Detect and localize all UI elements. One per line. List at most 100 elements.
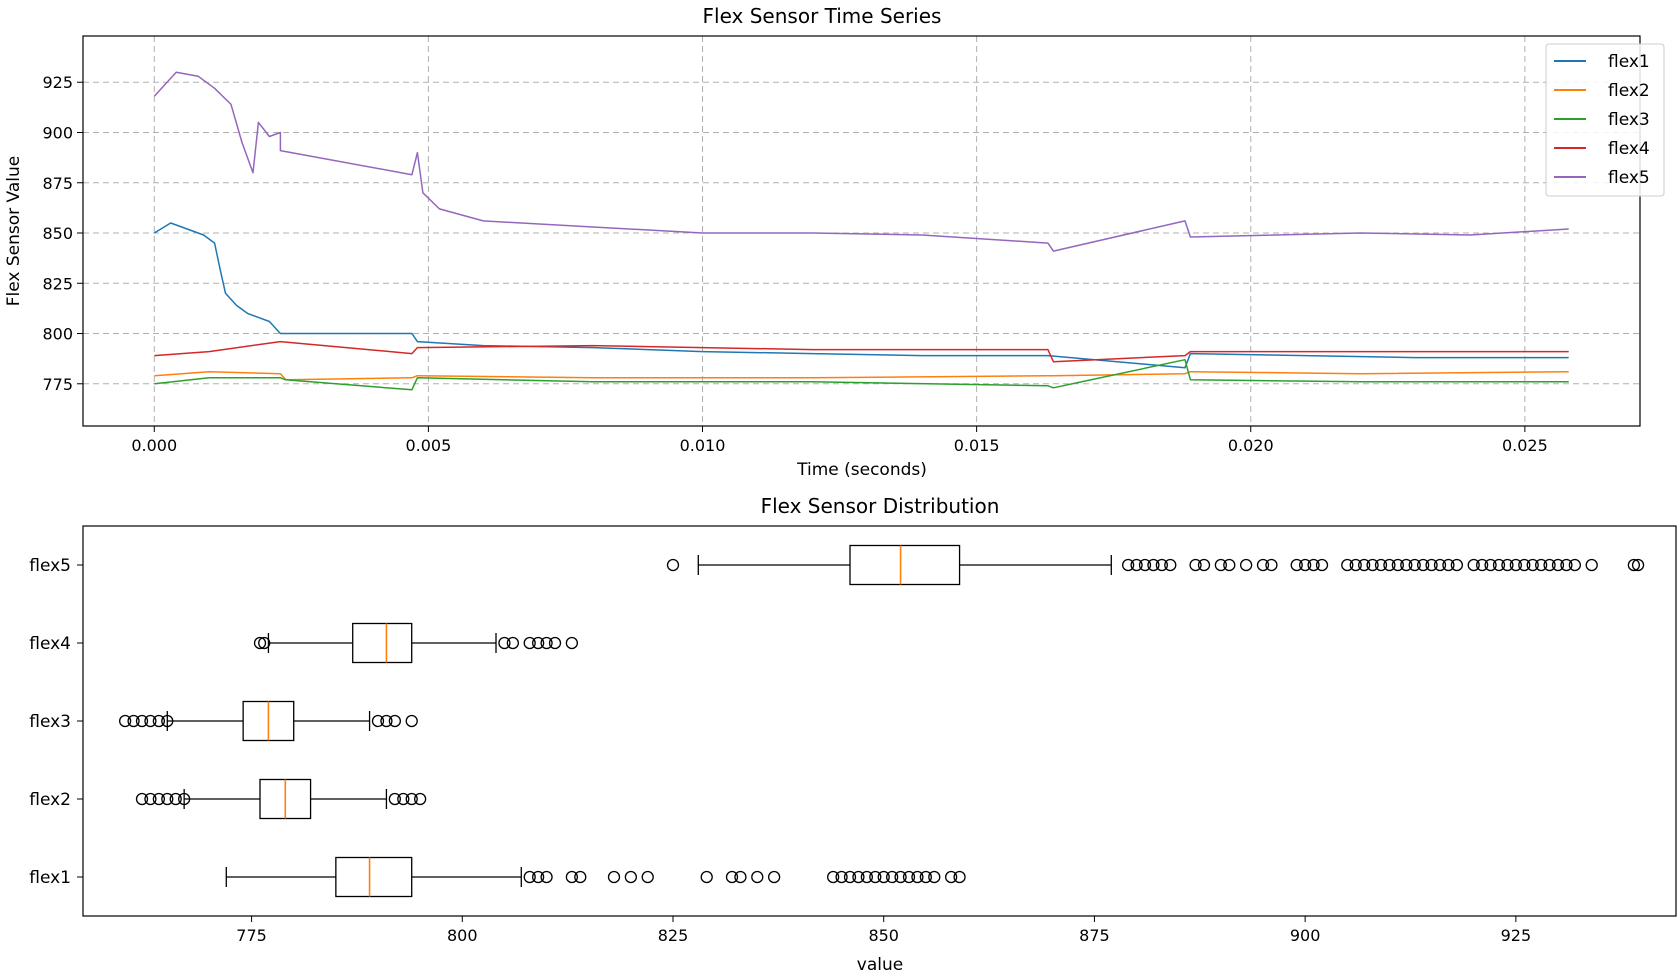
outlier-point <box>1509 558 1523 572</box>
outlier-point <box>1256 558 1270 572</box>
outlier-point <box>1366 558 1379 572</box>
outlier-point <box>902 870 916 884</box>
outlier-point <box>565 870 579 884</box>
chart-title: Flex Sensor Distribution <box>761 494 1000 518</box>
distribution-chart: Flex Sensor Distribution 775 800 825 850 875… <box>29 494 1677 975</box>
outlier-point <box>135 792 149 806</box>
outlier-point <box>1357 558 1371 572</box>
outlier-point <box>852 870 865 884</box>
outlier-point <box>1189 558 1202 572</box>
y-tick-label: 900 <box>42 123 73 142</box>
outlier-point <box>1239 558 1253 572</box>
legend-label-flex4: flex4 <box>1608 139 1650 159</box>
x-tick-label: 0.010 <box>680 436 726 455</box>
y-tick-label-flex2: flex2 <box>29 790 71 810</box>
series-line-flex4 <box>154 340 1569 363</box>
plot-lines <box>153 71 1569 391</box>
x-tick-label: 800 <box>447 926 478 945</box>
outlier-point <box>1631 558 1645 572</box>
plot-frame <box>82 35 1641 427</box>
x-tick-label: 775 <box>236 926 267 945</box>
outlier-point <box>877 870 890 884</box>
outlier-point <box>523 636 536 650</box>
y-tick-label: 775 <box>42 375 73 394</box>
y-tick-label-flex5: flex5 <box>29 556 71 576</box>
box-plots <box>118 544 1645 898</box>
outlier-point <box>144 714 157 728</box>
outlier-point <box>734 870 747 884</box>
outlier-point <box>565 636 579 650</box>
legend-label-flex2: flex2 <box>1608 81 1650 101</box>
outlier-point <box>1551 558 1565 572</box>
outlier-point <box>1214 558 1228 572</box>
outlier-point <box>177 792 191 806</box>
outlier-point <box>506 636 520 650</box>
outlier-point <box>1534 558 1548 572</box>
outlier-point <box>161 792 174 806</box>
outlier-point <box>835 870 848 884</box>
x-tick-label: 0.005 <box>405 436 451 455</box>
outlier-point <box>767 870 781 884</box>
outlier-point <box>1138 558 1152 572</box>
outlier-point <box>928 870 941 884</box>
y-tick-label-flex4: flex4 <box>29 634 71 654</box>
legend-box <box>1545 43 1665 197</box>
x-tick-label: 0.015 <box>954 436 1000 455</box>
outlier-point <box>1433 558 1447 572</box>
outlier-point <box>919 870 933 884</box>
series-line-flex3 <box>154 358 1569 391</box>
series-line-flex1 <box>153 222 1569 369</box>
outlier-point <box>1130 558 1143 572</box>
boxplot-flex2 <box>135 778 427 820</box>
outlier-point <box>1164 558 1177 572</box>
outlier-point <box>531 636 545 650</box>
x-tick-label: 0.025 <box>1502 436 1548 455</box>
outlier-point <box>523 870 536 884</box>
outlier-point <box>843 870 857 884</box>
boxplot-flex3 <box>118 700 418 742</box>
legend-label-flex1: flex1 <box>1608 52 1650 72</box>
x-tick-label: 900 <box>1290 926 1321 945</box>
outlier-point <box>1467 558 1480 572</box>
outlier-point <box>911 870 924 884</box>
legend-label-flex3: flex3 <box>1608 110 1650 130</box>
outlier-point <box>1475 558 1489 572</box>
outlier-point <box>1298 558 1312 572</box>
outlier-point <box>1425 558 1438 572</box>
y-tick-label-flex3: flex3 <box>29 712 71 732</box>
y-tick-label-flex1: flex1 <box>29 868 71 888</box>
outlier-point <box>641 870 654 884</box>
outlier-point <box>1197 558 1211 572</box>
outlier-point <box>540 870 553 884</box>
outlier-point <box>1349 558 1362 572</box>
boxplot-flex1 <box>225 856 966 898</box>
outlier-point <box>380 714 393 728</box>
outlier-point <box>1223 558 1236 572</box>
x-tick-label: 925 <box>1501 926 1532 945</box>
outlier-point <box>540 636 553 650</box>
x-tick-label: 0.020 <box>1228 436 1274 455</box>
outlier-point <box>624 870 638 884</box>
outlier-point <box>1315 558 1329 572</box>
outlier-point <box>860 870 874 884</box>
outlier-point <box>666 558 680 572</box>
outlier-point <box>388 714 402 728</box>
outlier-point <box>1383 558 1396 572</box>
boxplot-flex5 <box>666 544 1645 586</box>
x-axis-label: value <box>857 955 903 975</box>
axis-ticks: 0.000 0.005 0.010 0.015 0.020 0.025 775 800 825 8… <box>42 73 1547 455</box>
outlier-point <box>1400 558 1413 572</box>
outlier-point <box>885 870 899 884</box>
outlier-point <box>725 870 739 884</box>
outlier-point <box>405 714 418 728</box>
outlier-point <box>1442 558 1455 572</box>
outlier-point <box>1568 558 1582 572</box>
y-tick-label: 800 <box>42 325 73 344</box>
outlier-point <box>1526 558 1539 572</box>
outlier-point <box>953 870 966 884</box>
chart-title: Flex Sensor Time Series <box>703 4 942 28</box>
outlier-point <box>144 792 157 806</box>
legend-label-flex5: flex5 <box>1608 168 1650 188</box>
outlier-point <box>405 792 418 806</box>
outlier-point <box>1492 558 1506 572</box>
